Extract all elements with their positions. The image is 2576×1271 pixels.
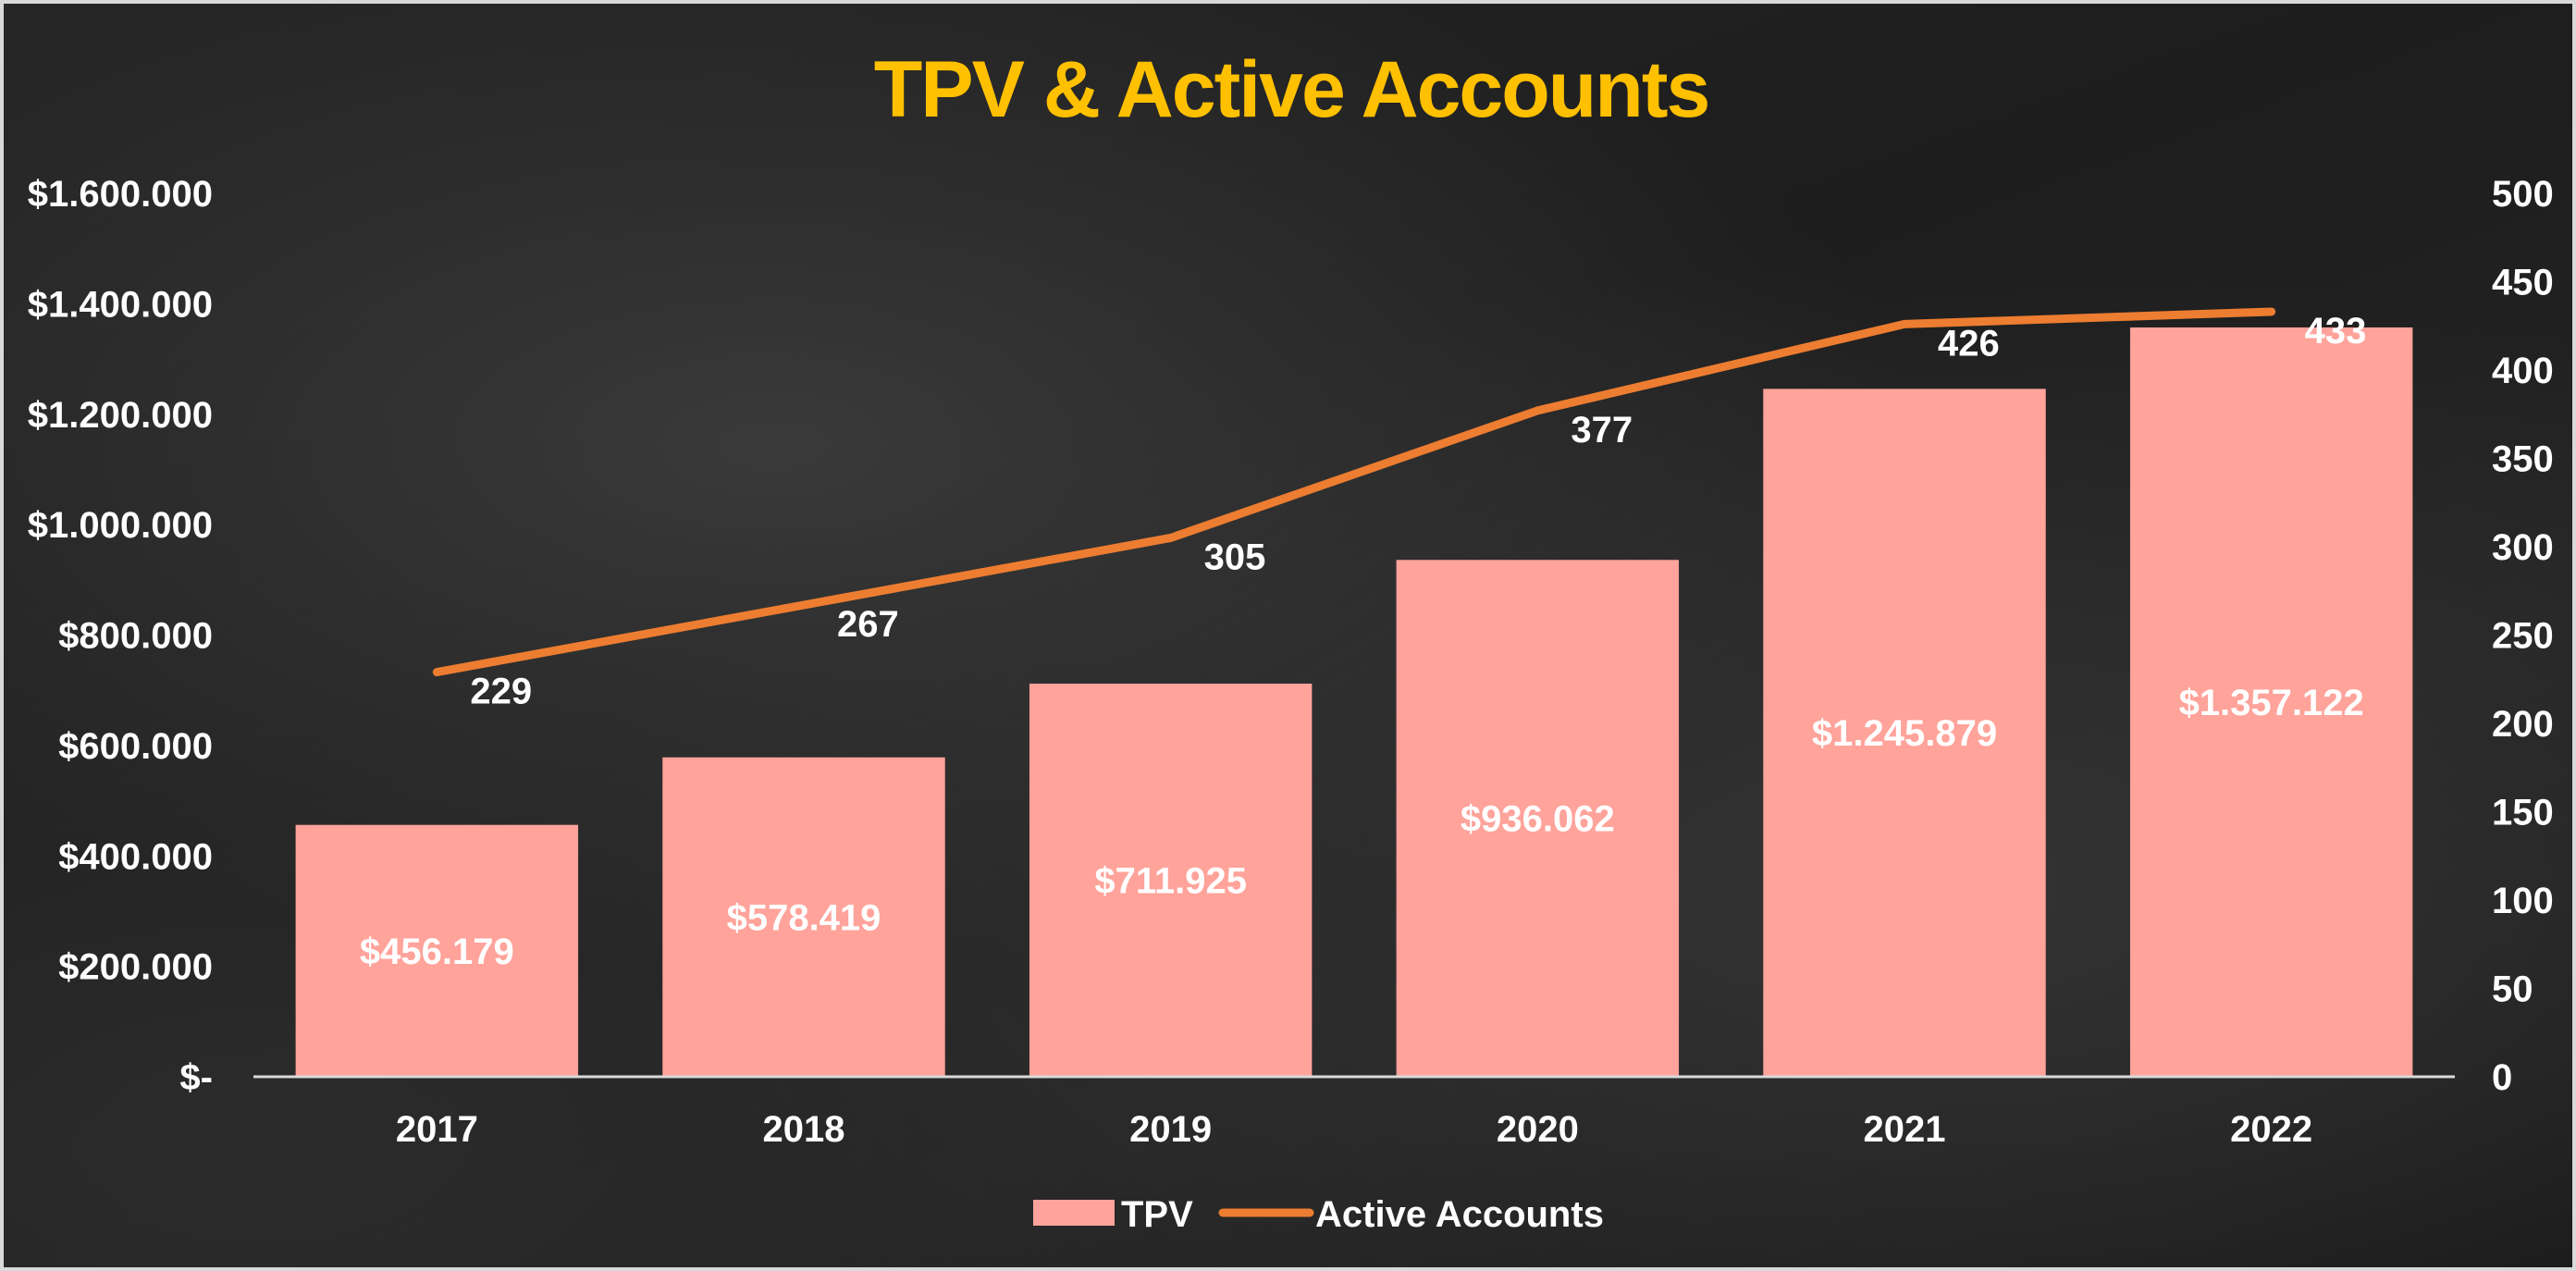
tpv-data-label: $578.419 [727,897,881,938]
legend: TPV Active Accounts [1033,1194,1604,1235]
tpv-bar [1029,684,1313,1077]
right-axis-tick-label: 200 [2492,704,2554,745]
x-axis-tick-label: 2017 [396,1109,478,1150]
left-axis-tick-label: $400.000 [58,836,213,877]
legend-swatch-tpv [1033,1200,1115,1226]
right-axis-tick-label: 400 [2492,351,2554,391]
right-axis-tick-label: 100 [2492,881,2554,921]
right-axis-tick-label: 350 [2492,439,2554,480]
right-axis-tick-label: 450 [2492,263,2554,303]
right-axis-tick-label: 300 [2492,527,2554,568]
tpv-data-labels: $456.179 $578.419 $711.925 $936.062 $1.245.8… [360,683,2364,972]
x-axis: 2017 2018 2019 2020 2021 2022 [396,1109,2312,1150]
left-axis-tick-label: $1.200.000 [28,395,213,436]
active-accounts-data-labels: 229 267 305 377 426 433 [470,311,2366,712]
x-axis-tick-label: 2019 [1129,1109,1212,1150]
left-axis: $- $200.000 $400.000 $600.000 $800.000 $1.000… [28,174,213,1098]
right-axis-tick-label: 0 [2492,1057,2512,1098]
chart-title: TPV & Active Accounts [874,45,1709,134]
tpv-bar [295,824,579,1077]
x-axis-tick-label: 2018 [763,1109,845,1150]
tpv-bars [295,327,2413,1078]
legend-label-active-accounts: Active Accounts [1315,1194,1604,1235]
x-axis-tick-label: 2020 [1497,1109,1579,1150]
active-accounts-data-label: 377 [1571,410,1633,450]
tpv-data-label: $1.245.879 [1812,713,1997,754]
tpv-data-label: $1.357.122 [2179,683,2364,723]
x-axis-tick-label: 2021 [1864,1109,1946,1150]
left-axis-tick-label: $600.000 [58,726,213,767]
left-axis-tick-label: $1.400.000 [28,284,213,325]
tpv-data-label: $936.062 [1461,799,1615,840]
right-axis: 0 50 100 150 200 250 300 350 400 450 500 [2492,174,2554,1098]
left-axis-tick-label: $- [179,1057,213,1098]
left-axis-tick-label: $800.000 [58,616,213,657]
tpv-bar [1396,560,1680,1077]
x-axis-tick-label: 2022 [2230,1109,2312,1150]
active-accounts-data-label: 305 [1204,537,1266,577]
right-axis-tick-label: 150 [2492,793,2554,833]
tpv-bar [1763,389,2046,1077]
tpv-data-label: $456.179 [360,932,514,972]
tpv-bar [2129,327,2413,1078]
left-axis-tick-label: $1.600.000 [28,174,213,215]
active-accounts-line-path [432,307,2276,677]
left-axis-tick-label: $200.000 [58,947,213,988]
legend-label-tpv: TPV [1121,1194,1193,1235]
active-accounts-data-label: 426 [1938,323,2000,364]
right-axis-tick-label: 500 [2492,174,2554,215]
active-accounts-data-label: 229 [470,672,532,712]
left-axis-tick-label: $1.000.000 [28,505,213,546]
tpv-data-label: $711.925 [1094,861,1247,902]
right-axis-tick-label: 250 [2492,616,2554,657]
active-accounts-line [432,307,2276,677]
right-axis-tick-label: 50 [2492,969,2533,1010]
combo-chart: TPV & Active Accounts $- $200.000 $400.000… [28,45,2554,1235]
active-accounts-data-label: 267 [837,604,899,645]
tpv-bar [662,757,945,1077]
active-accounts-data-label: 433 [2305,311,2367,352]
